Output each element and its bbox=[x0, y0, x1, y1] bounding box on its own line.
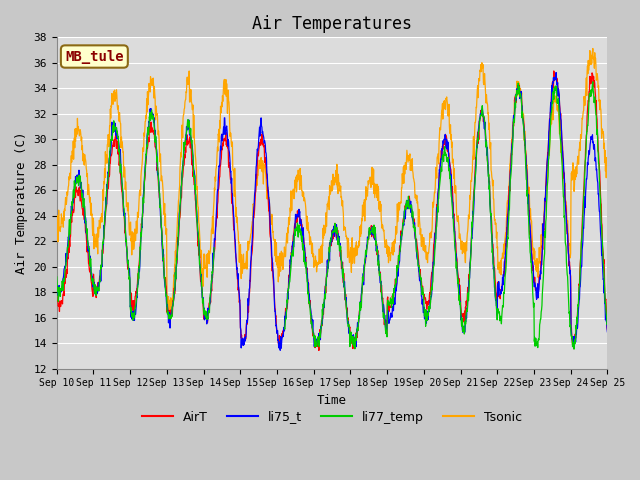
AirT bbox=[604, 327, 611, 333]
li75_t bbox=[276, 348, 284, 353]
li77_temp bbox=[538, 291, 546, 297]
AirT bbox=[538, 243, 546, 249]
AirT bbox=[162, 282, 170, 288]
Tsonic bbox=[176, 183, 184, 189]
AirT bbox=[315, 348, 323, 353]
Tsonic bbox=[418, 233, 426, 239]
li77_temp bbox=[175, 220, 183, 226]
X-axis label: Time: Time bbox=[317, 394, 347, 407]
Y-axis label: Air Temperature (C): Air Temperature (C) bbox=[15, 132, 28, 274]
Title: Air Temperatures: Air Temperatures bbox=[252, 15, 412, 33]
li77_temp bbox=[418, 284, 426, 289]
li77_temp bbox=[162, 291, 170, 297]
li77_temp bbox=[490, 263, 497, 268]
li75_t bbox=[538, 248, 546, 254]
Tsonic bbox=[166, 316, 174, 322]
li75_t bbox=[604, 329, 611, 335]
AirT bbox=[490, 255, 497, 261]
Tsonic bbox=[162, 230, 170, 236]
Tsonic bbox=[53, 222, 61, 228]
AirT bbox=[550, 68, 557, 74]
li75_t bbox=[175, 211, 183, 216]
li75_t bbox=[53, 292, 61, 298]
Line: li75_t: li75_t bbox=[57, 72, 607, 350]
AirT bbox=[53, 288, 61, 294]
AirT bbox=[418, 284, 426, 290]
Line: AirT: AirT bbox=[57, 71, 607, 350]
li75_t bbox=[552, 70, 560, 75]
AirT bbox=[237, 328, 244, 334]
Tsonic bbox=[589, 46, 596, 51]
Tsonic bbox=[237, 276, 245, 281]
Tsonic bbox=[490, 196, 497, 202]
li75_t bbox=[162, 291, 170, 297]
li75_t bbox=[418, 294, 426, 300]
li77_temp bbox=[53, 274, 61, 280]
Tsonic bbox=[538, 221, 546, 227]
Line: li77_temp: li77_temp bbox=[57, 82, 607, 349]
Legend: AirT, li75_t, li77_temp, Tsonic: AirT, li75_t, li77_temp, Tsonic bbox=[137, 406, 527, 429]
Text: MB_tule: MB_tule bbox=[65, 49, 124, 63]
AirT bbox=[175, 220, 183, 226]
li75_t bbox=[490, 264, 497, 270]
li75_t bbox=[237, 327, 244, 333]
Tsonic bbox=[604, 168, 611, 174]
Line: Tsonic: Tsonic bbox=[57, 48, 607, 319]
li77_temp bbox=[604, 321, 611, 326]
